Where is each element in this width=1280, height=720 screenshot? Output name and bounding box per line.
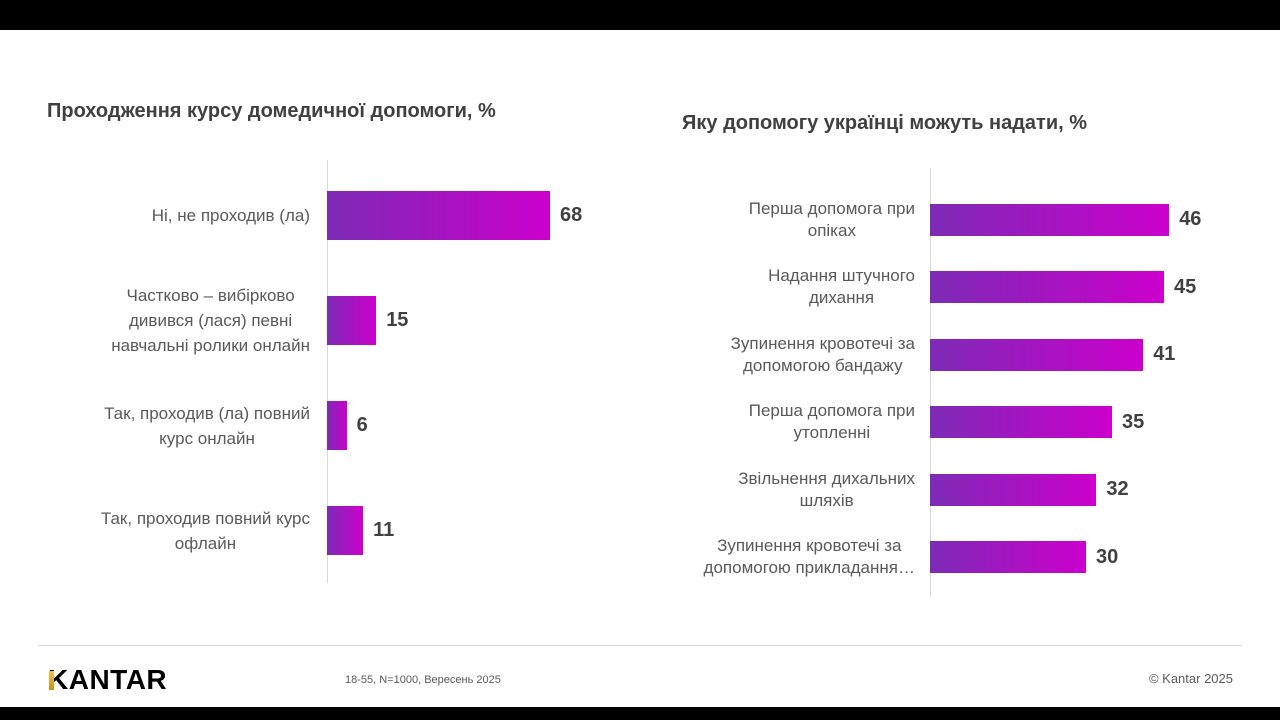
bar xyxy=(327,191,551,240)
chart-row: Ні, не проходив (ла) 68 xyxy=(40,163,640,268)
value-label: 30 xyxy=(1096,545,1119,568)
left-bar-chart: Ні, не проходив (ла) 68 Частково – вибірко… xyxy=(40,163,640,583)
category-label: Зупинення кровотечі за допомогою бандажу xyxy=(730,333,915,375)
category-label: Перша допомога при опіках xyxy=(748,198,915,240)
right-bar-chart: Перша допомога при опіках 46 Надання штучн… xyxy=(640,186,1260,591)
chart-row: Так, проходив повний курс офлайн 11 xyxy=(40,478,640,583)
value-label: 32 xyxy=(1106,478,1129,501)
value-label: 11 xyxy=(373,519,395,541)
category-label: Так, проходив (ла) повний курс онлайн xyxy=(104,403,310,448)
bar xyxy=(930,541,1086,574)
value-label: 6 xyxy=(356,414,368,436)
chart-row: Перша допомога при утопленні 35 xyxy=(640,389,1260,457)
top-letterbox-bar xyxy=(0,0,1280,30)
kantar-logo-gold-stem xyxy=(49,671,54,690)
category-label: Надання штучного дихання xyxy=(768,266,915,308)
chart-row: Перша допомога при опіках 46 xyxy=(640,186,1260,254)
footer-divider xyxy=(38,645,1242,646)
left-chart-axis-line xyxy=(327,160,328,583)
value-label: 15 xyxy=(386,309,409,331)
bar xyxy=(930,271,1164,304)
bar xyxy=(930,473,1097,506)
chart-row: Звільнення дихальних шляхів 32 xyxy=(640,456,1260,524)
left-chart-title: Проходження курсу домедичної допомоги, % xyxy=(47,100,496,122)
category-label: Частково – вибірково дивився (лася) певн… xyxy=(111,286,310,355)
chart-row: Надання штучного дихання 45 xyxy=(640,254,1260,322)
value-label: 45 xyxy=(1174,275,1197,298)
category-label: Ні, не проходив (ла) xyxy=(151,206,310,225)
bar xyxy=(930,338,1144,371)
category-label: Звільнення дихальних шляхів xyxy=(738,468,915,510)
category-label: Зупинення кровотечі за допомогою приклад… xyxy=(703,536,915,578)
sample-note: 18-55, N=1000, Вересень 2025 xyxy=(345,674,501,686)
kantar-logo: KANTAR xyxy=(48,666,167,694)
category-label: Перша допомога при утопленні xyxy=(748,401,915,443)
bar xyxy=(930,203,1170,236)
bar xyxy=(930,406,1112,439)
right-chart-title: Яку допомогу українці можуть надати, % xyxy=(682,112,1088,134)
bar xyxy=(327,506,364,555)
kantar-logo-text: KANTAR xyxy=(48,664,168,695)
category-label: Так, проходив повний курс офлайн xyxy=(100,508,310,553)
value-label: 35 xyxy=(1122,410,1145,433)
chart-row: Так, проходив (ла) повний курс онлайн 6 xyxy=(40,373,640,478)
chart-row: Частково – вибірково дивився (лася) певн… xyxy=(40,268,640,373)
chart-row: Зупинення кровотечі за допомогою приклад… xyxy=(640,524,1260,592)
value-label: 46 xyxy=(1179,208,1202,231)
copyright-label: © Kantar 2025 xyxy=(1148,671,1233,686)
value-label: 68 xyxy=(560,204,583,226)
right-chart-axis-line xyxy=(930,168,931,597)
chart-row: Зупинення кровотечі за допомогою бандажу… xyxy=(640,321,1260,389)
bar xyxy=(327,296,377,345)
value-label: 41 xyxy=(1153,343,1176,366)
bottom-letterbox-bar xyxy=(0,707,1280,720)
bar xyxy=(327,401,347,450)
